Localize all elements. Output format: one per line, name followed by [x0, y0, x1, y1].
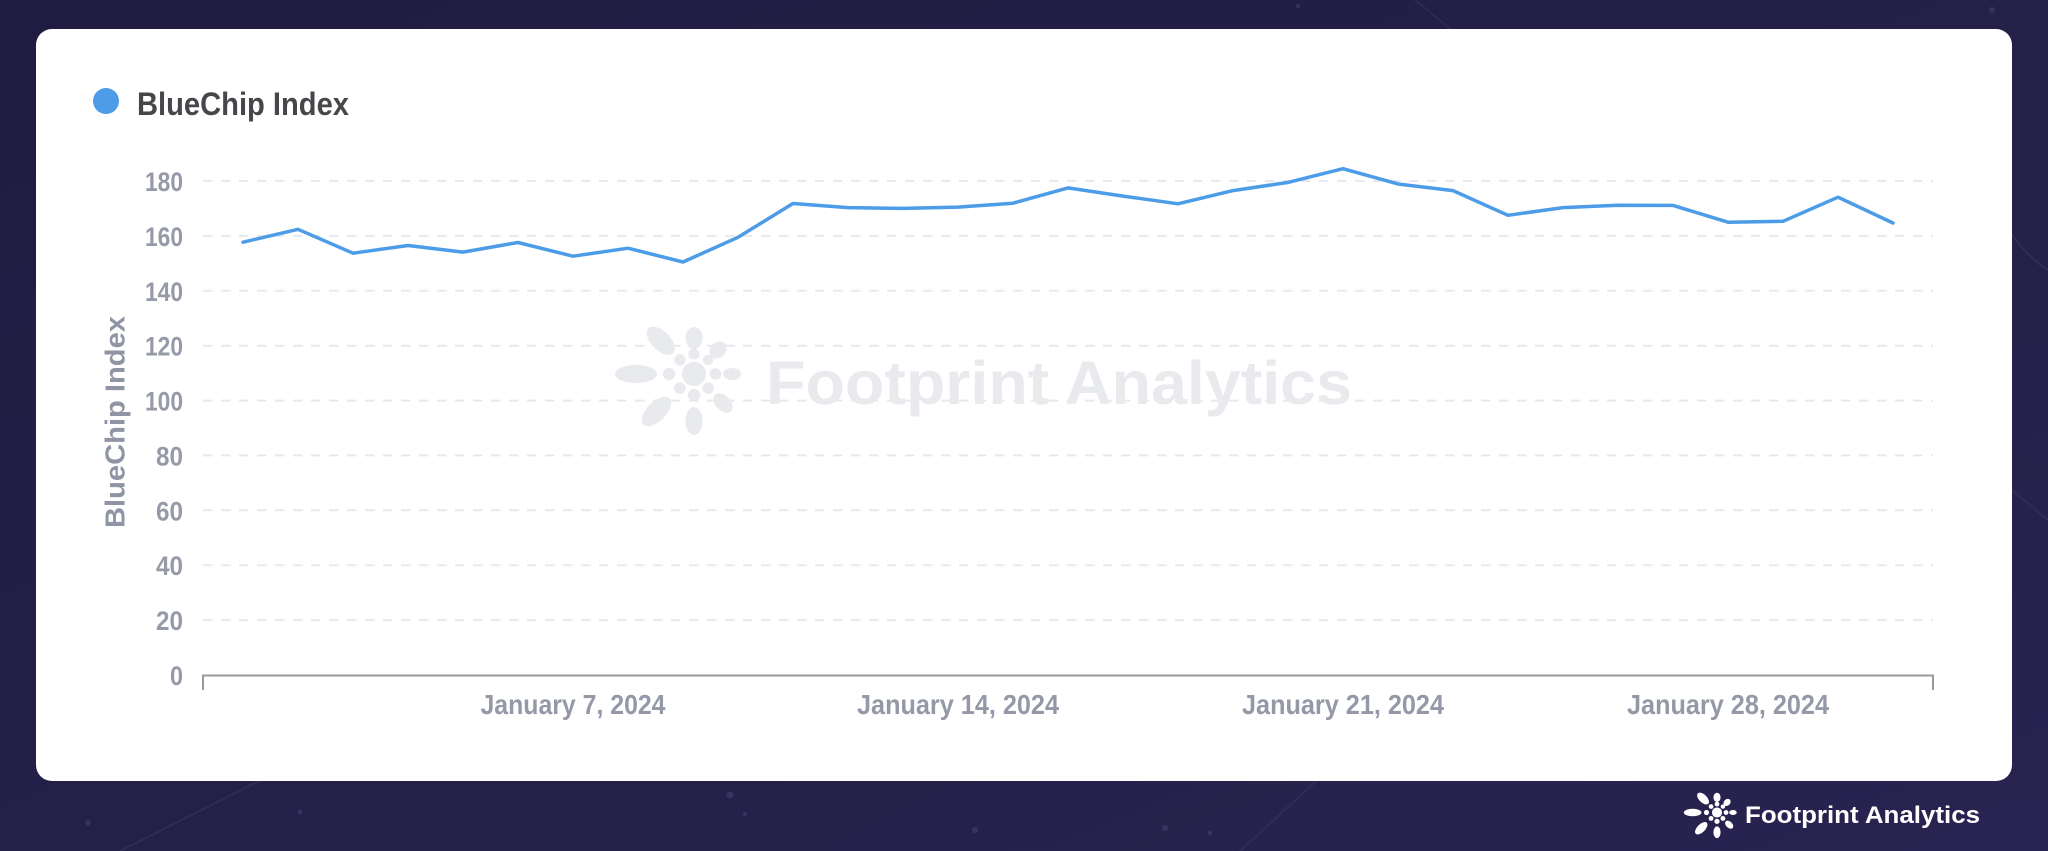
svg-text:0: 0 [170, 661, 183, 691]
svg-text:BlueChip Index: BlueChip Index [100, 316, 131, 528]
svg-text:Footprint Analytics: Footprint Analytics [1745, 802, 1980, 829]
svg-text:BlueChip Index: BlueChip Index [137, 86, 349, 122]
svg-text:100: 100 [145, 387, 183, 417]
svg-text:80: 80 [156, 441, 183, 471]
svg-text:January 7, 2024: January 7, 2024 [481, 689, 666, 720]
svg-text:60: 60 [156, 496, 183, 526]
svg-text:January 21, 2024: January 21, 2024 [1242, 689, 1444, 720]
svg-text:160: 160 [145, 222, 183, 252]
svg-text:140: 140 [145, 277, 183, 307]
svg-text:January 28, 2024: January 28, 2024 [1627, 689, 1829, 720]
svg-text:180: 180 [145, 167, 183, 197]
svg-text:January 14, 2024: January 14, 2024 [857, 689, 1059, 720]
svg-text:20: 20 [156, 606, 183, 636]
svg-text:40: 40 [156, 551, 183, 581]
svg-text:120: 120 [145, 332, 183, 362]
svg-text:Footprint Analytics: Footprint Analytics [766, 349, 1352, 417]
